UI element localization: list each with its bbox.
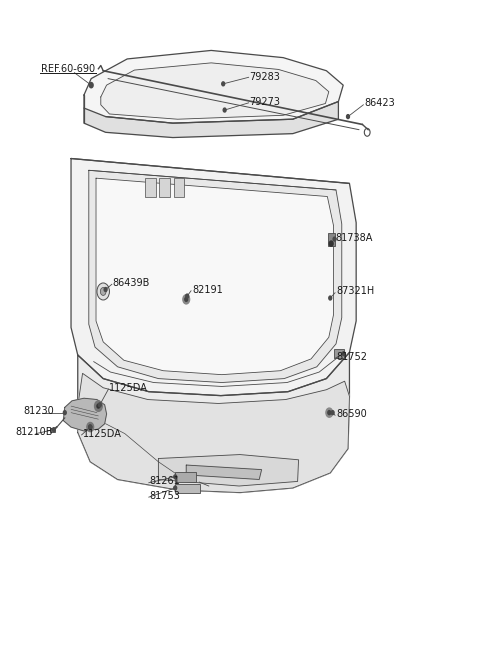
Polygon shape xyxy=(84,50,343,123)
Circle shape xyxy=(52,428,55,432)
Text: 81210B: 81210B xyxy=(15,427,53,438)
Polygon shape xyxy=(158,455,299,486)
Text: 1125DA: 1125DA xyxy=(109,383,148,393)
FancyBboxPatch shape xyxy=(159,178,170,196)
Circle shape xyxy=(89,83,93,88)
Polygon shape xyxy=(78,373,349,493)
Circle shape xyxy=(223,108,226,112)
Circle shape xyxy=(328,411,331,415)
Text: 86439B: 86439B xyxy=(113,278,150,288)
Polygon shape xyxy=(78,352,349,493)
Circle shape xyxy=(329,296,332,300)
Circle shape xyxy=(98,403,101,407)
Circle shape xyxy=(222,82,225,86)
Circle shape xyxy=(326,408,333,417)
Bar xyxy=(50,428,55,432)
Text: 81752: 81752 xyxy=(336,352,367,362)
Polygon shape xyxy=(84,102,338,138)
Text: 81753: 81753 xyxy=(150,491,180,502)
Circle shape xyxy=(183,295,190,304)
Circle shape xyxy=(97,283,109,300)
Polygon shape xyxy=(186,465,262,479)
Circle shape xyxy=(331,411,334,415)
Bar xyxy=(334,349,344,358)
Circle shape xyxy=(174,486,177,490)
Text: 81230: 81230 xyxy=(23,406,54,417)
Text: REF.60-690: REF.60-690 xyxy=(41,64,95,74)
Circle shape xyxy=(186,294,189,298)
Circle shape xyxy=(185,297,188,301)
Text: 81738A: 81738A xyxy=(335,233,372,244)
Bar xyxy=(175,484,200,493)
Circle shape xyxy=(100,288,106,295)
Circle shape xyxy=(63,411,66,415)
Text: 79273: 79273 xyxy=(250,96,281,107)
Circle shape xyxy=(104,288,107,291)
Text: 81261: 81261 xyxy=(150,476,180,487)
Circle shape xyxy=(329,241,333,246)
Circle shape xyxy=(342,352,345,356)
Circle shape xyxy=(333,237,336,241)
Circle shape xyxy=(174,475,177,479)
Bar xyxy=(175,472,196,482)
Bar xyxy=(328,233,335,246)
Text: 87321H: 87321H xyxy=(336,286,374,297)
Circle shape xyxy=(87,422,94,432)
Text: 79283: 79283 xyxy=(250,72,280,83)
Text: 86423: 86423 xyxy=(365,98,396,108)
Polygon shape xyxy=(96,178,334,375)
FancyBboxPatch shape xyxy=(174,178,184,196)
Circle shape xyxy=(89,425,92,429)
Circle shape xyxy=(347,115,349,119)
Polygon shape xyxy=(71,159,356,396)
Text: 1125DA: 1125DA xyxy=(83,428,121,439)
Circle shape xyxy=(97,404,100,408)
Circle shape xyxy=(89,425,92,429)
Text: 82191: 82191 xyxy=(192,284,223,295)
Text: 86590: 86590 xyxy=(336,409,367,419)
Polygon shape xyxy=(89,170,342,383)
Polygon shape xyxy=(101,63,329,119)
Polygon shape xyxy=(63,398,107,431)
Circle shape xyxy=(95,401,102,411)
FancyBboxPatch shape xyxy=(145,178,156,196)
